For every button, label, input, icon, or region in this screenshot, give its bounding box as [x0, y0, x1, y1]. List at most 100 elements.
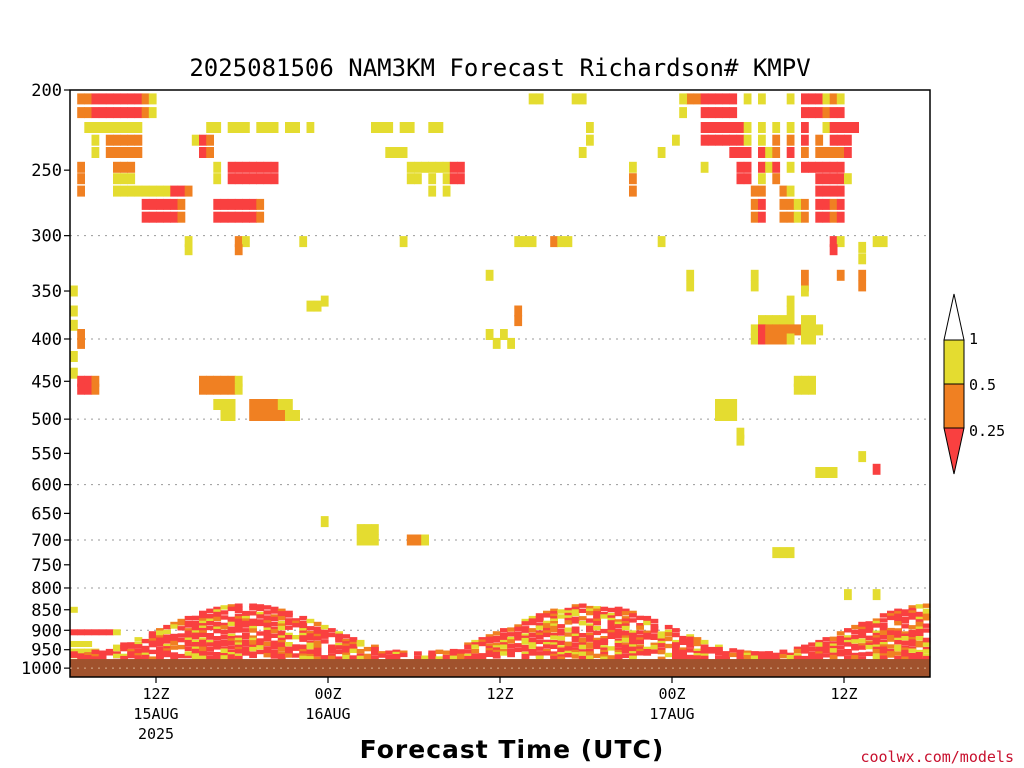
- pbl-cell: [894, 621, 902, 626]
- ri-cell: [801, 383, 809, 395]
- pbl-cell: [349, 644, 358, 649]
- pbl-cell: [163, 648, 171, 653]
- pbl-cell: [299, 637, 308, 642]
- pbl-cell: [879, 623, 888, 628]
- ri-cell: [406, 122, 415, 133]
- pbl-cell: [908, 646, 917, 651]
- pbl-cell: [249, 640, 257, 645]
- pbl-cell: [672, 646, 680, 652]
- ri-cell: [234, 244, 243, 256]
- pbl-cell: [607, 607, 616, 613]
- pbl-cell: [621, 642, 630, 647]
- pbl-cell: [915, 624, 924, 629]
- ri-cell: [77, 337, 85, 349]
- ri-cell: [872, 236, 881, 248]
- pbl-cell: [844, 642, 852, 647]
- pbl-cell: [206, 635, 214, 640]
- pbl-cell: [908, 639, 917, 644]
- pbl-cell: [578, 644, 587, 650]
- pbl-cell: [586, 625, 594, 631]
- pbl-cell: [277, 644, 286, 649]
- pbl-cell: [263, 653, 272, 658]
- pbl-cell: [543, 625, 551, 630]
- pbl-cell: [879, 630, 888, 635]
- ri-cell: [249, 161, 257, 173]
- ri-cell: [148, 93, 157, 105]
- ri-cell: [91, 147, 100, 158]
- pbl-cell: [894, 611, 902, 616]
- pbl-cell: [858, 656, 867, 661]
- pbl-cell: [227, 616, 236, 622]
- ri-cell: [786, 147, 795, 158]
- pbl-cell: [636, 651, 644, 656]
- pbl-cell: [922, 603, 931, 608]
- pbl-cell: [915, 621, 924, 627]
- pbl-cell: [686, 643, 695, 648]
- ri-cell: [758, 324, 766, 336]
- pbl-cell: [607, 612, 616, 618]
- ri-cell: [234, 375, 243, 387]
- ri-cell: [206, 147, 214, 158]
- ri-cell: [457, 161, 465, 173]
- pbl-cell: [213, 626, 222, 631]
- pbl-cell: [313, 652, 322, 657]
- pbl-cell: [528, 649, 537, 654]
- pbl-cell: [292, 635, 300, 640]
- pbl-cell: [865, 626, 874, 631]
- pbl-cell: [672, 649, 680, 654]
- pbl-cell: [349, 639, 358, 644]
- ri-cell: [120, 107, 128, 119]
- pbl-cell: [156, 639, 164, 645]
- ri-cell: [249, 399, 257, 410]
- ri-cell: [134, 147, 143, 158]
- chart-title: 2025081506 NAM3KM Forecast Richardson# K…: [189, 54, 810, 82]
- pbl-cell: [306, 635, 315, 640]
- pbl-cell: [657, 656, 666, 661]
- ri-cell: [822, 185, 831, 197]
- pbl-cell: [514, 647, 523, 653]
- pbl-cell: [836, 649, 845, 655]
- pbl-cell: [328, 655, 336, 661]
- y-tick-label: 750: [31, 556, 62, 576]
- ri-cell: [772, 173, 781, 185]
- pbl-cell: [643, 651, 652, 656]
- pbl-cell: [342, 654, 351, 660]
- ri-cell: [206, 134, 214, 146]
- ri-cell: [134, 134, 143, 146]
- pbl-cell: [234, 613, 243, 618]
- ri-cell: [120, 122, 128, 133]
- pbl-cell: [170, 638, 179, 643]
- pbl-cell: [858, 629, 867, 634]
- pbl-cell: [199, 627, 207, 633]
- ri-cell: [113, 161, 121, 173]
- ri-cell: [363, 534, 372, 546]
- pbl-cell: [148, 640, 157, 645]
- ri-cell: [772, 315, 781, 327]
- pbl-cell: [77, 641, 85, 647]
- pbl-cell: [894, 618, 902, 623]
- y-tick-label: 600: [31, 476, 62, 496]
- pbl-cell: [320, 629, 329, 635]
- pbl-cell: [815, 642, 824, 647]
- pbl-cell: [528, 615, 537, 621]
- pbl-cell: [191, 648, 200, 654]
- pbl-cell: [915, 633, 924, 638]
- pbl-cell: [256, 606, 265, 612]
- ri-cell: [772, 324, 781, 336]
- pbl-cell: [320, 639, 329, 644]
- ri-cell: [715, 410, 723, 421]
- ri-cell: [578, 147, 587, 158]
- ri-cell: [105, 122, 114, 133]
- pbl-cell: [722, 651, 730, 656]
- pbl-cell: [120, 646, 128, 652]
- pbl-cell: [91, 654, 100, 659]
- ri-cell: [442, 161, 451, 173]
- pbl-cell: [614, 633, 623, 638]
- ri-cell: [249, 211, 257, 223]
- pbl-cell: [184, 635, 193, 640]
- ri-cell: [514, 236, 523, 248]
- pbl-cell: [492, 654, 501, 659]
- pbl-cell: [600, 614, 609, 619]
- ri-cell: [786, 333, 795, 345]
- pbl-cell: [328, 649, 336, 654]
